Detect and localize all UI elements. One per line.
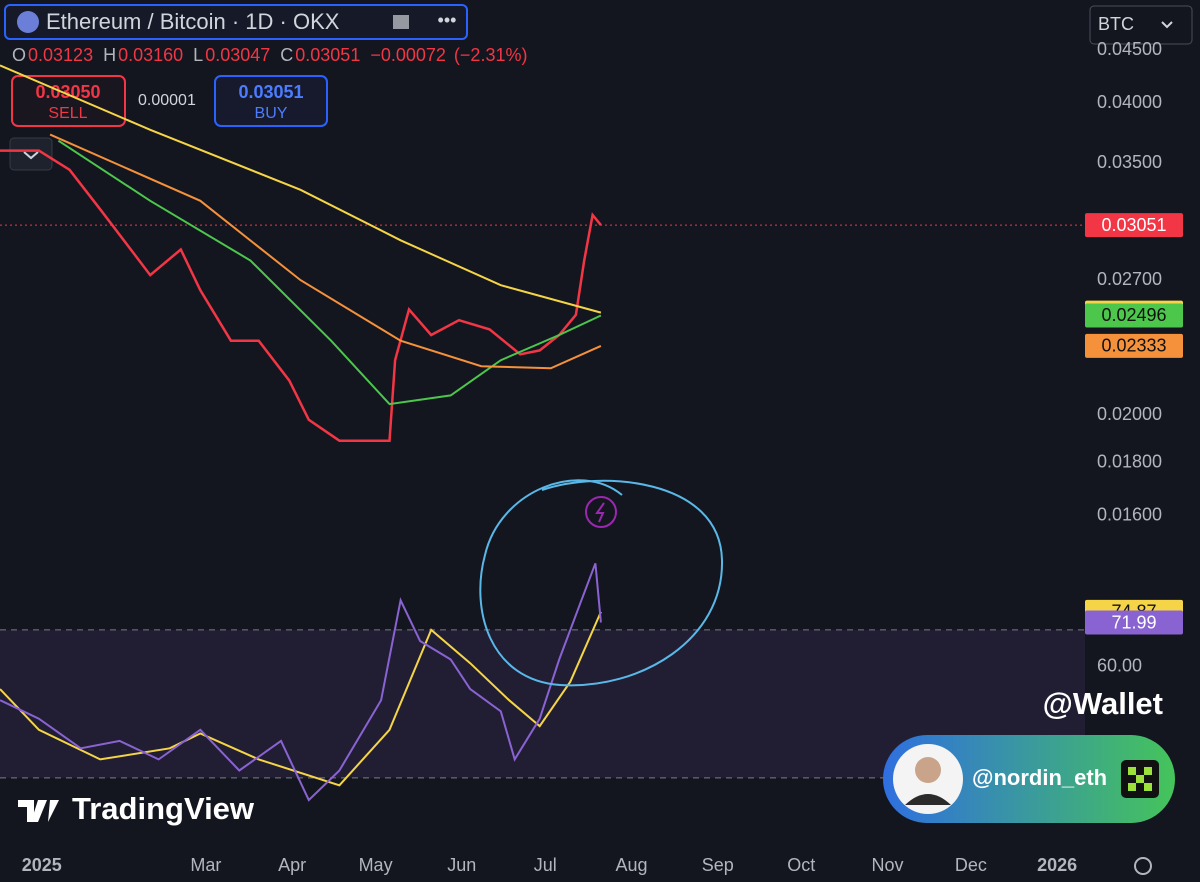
y-tick-label: 60.00 bbox=[1097, 656, 1142, 676]
ohlc-row: O 0.03123 H 0.03160 L 0.03047 C 0.03051 −0.00072… bbox=[12, 45, 527, 65]
y-tick-label: 0.02000 bbox=[1097, 404, 1162, 424]
symbol-box[interactable] bbox=[4, 4, 468, 40]
series-line bbox=[0, 149, 602, 442]
hand-drawn-circle bbox=[479, 479, 724, 687]
ohlc-value: 0.03160 bbox=[118, 45, 183, 65]
series-line bbox=[0, 611, 602, 787]
series-line bbox=[0, 562, 602, 802]
x-tick-label: Oct bbox=[787, 855, 815, 875]
ohlc-key: O bbox=[12, 45, 26, 65]
last-value-label: 0.03051 bbox=[1101, 215, 1166, 235]
last-value-tag bbox=[1085, 303, 1183, 328]
buy-button[interactable] bbox=[214, 75, 328, 127]
ohlc-value: 0.03047 bbox=[205, 45, 270, 65]
symbol-title: Ethereum / Bitcoin · 1D · OKX bbox=[46, 9, 340, 34]
currency: BTC bbox=[1098, 14, 1134, 34]
y-tick-label: 0.01600 bbox=[1097, 504, 1162, 524]
x-tick-label: Apr bbox=[278, 855, 306, 875]
y-tick-label: 0.04500 bbox=[1097, 39, 1162, 59]
collapse-icon bbox=[23, 151, 39, 160]
avatar-face bbox=[915, 757, 941, 783]
series-line bbox=[57, 139, 602, 406]
symbol-logo bbox=[17, 11, 39, 33]
x-tick-label: 2026 bbox=[1037, 855, 1077, 875]
alert-icon[interactable] bbox=[585, 496, 617, 528]
settings-icon[interactable] bbox=[1134, 857, 1152, 875]
last-value-label: 0.02496 bbox=[1101, 305, 1166, 325]
x-tick-label: May bbox=[359, 855, 393, 875]
ohlc-value: 0.03051 bbox=[295, 45, 360, 65]
x-tick-label: 2025 bbox=[22, 855, 62, 875]
last-value-tag bbox=[1085, 610, 1183, 635]
sell-label: SELL bbox=[48, 105, 87, 122]
y-tick-label: 0.04000 bbox=[1097, 92, 1162, 112]
last-value-label: 0.02333 bbox=[1101, 336, 1166, 356]
tv-logo bbox=[18, 800, 59, 822]
x-tick-label: Jun bbox=[447, 855, 476, 875]
currency-select[interactable] bbox=[1089, 5, 1193, 45]
x-tick-label: Sep bbox=[702, 855, 734, 875]
last-value-tag bbox=[1085, 333, 1183, 358]
x-tick-label: Aug bbox=[616, 855, 648, 875]
select-arrow bbox=[1161, 21, 1173, 29]
series-line bbox=[49, 133, 602, 370]
last-value-label: 71.99 bbox=[1111, 612, 1156, 632]
series-line bbox=[0, 64, 602, 314]
ohlc-key: C bbox=[280, 45, 293, 65]
spread: 0.00001 bbox=[138, 92, 196, 109]
y-tick-label: 0.02700 bbox=[1097, 269, 1162, 289]
ohlc-key: H bbox=[103, 45, 116, 65]
watermark: TradingView bbox=[72, 791, 255, 826]
x-tick-label: Dec bbox=[955, 855, 987, 875]
x-tick-label: Nov bbox=[871, 855, 903, 875]
alert-bolt bbox=[595, 502, 605, 523]
y-tick-label: 0.01800 bbox=[1097, 451, 1162, 471]
handle: @nordin_eth bbox=[972, 765, 1107, 790]
ohlc-key: L bbox=[193, 45, 203, 65]
collapse-button[interactable] bbox=[9, 137, 53, 171]
flag-icon[interactable] bbox=[393, 15, 409, 29]
buy-price: 0.03051 bbox=[238, 82, 303, 102]
more-icon[interactable]: ••• bbox=[438, 10, 457, 30]
last-value-tag bbox=[1085, 213, 1183, 238]
ohlc-value: 0.03123 bbox=[28, 45, 93, 65]
y-tick-label: 0.03500 bbox=[1097, 152, 1162, 172]
sell-button[interactable] bbox=[11, 75, 126, 127]
x-tick-label: Mar bbox=[190, 855, 221, 875]
change: −0.00072 bbox=[370, 45, 446, 65]
avatar-body bbox=[905, 794, 951, 805]
handle-icon-pattern bbox=[1128, 767, 1152, 791]
x-tick-label: Jul bbox=[534, 855, 557, 875]
change: (−2.31%) bbox=[454, 45, 528, 65]
buy-label: BUY bbox=[255, 105, 288, 122]
profile-pill[interactable] bbox=[883, 735, 1175, 823]
badge: @Wallet bbox=[1043, 686, 1163, 721]
